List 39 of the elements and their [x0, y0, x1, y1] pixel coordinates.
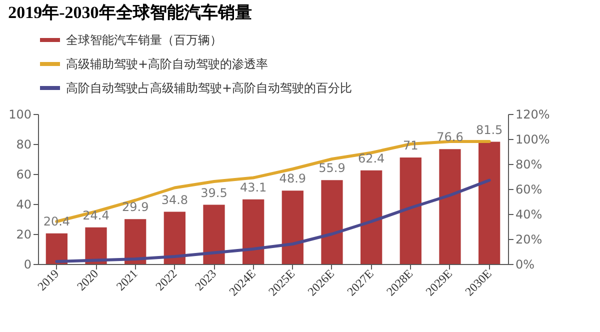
y-tick-label: 80 — [16, 138, 32, 152]
y-tick-label: 100 — [8, 108, 32, 122]
legend-label: 高级辅助驾驶+高阶自动驾驶的渗透率 — [66, 57, 268, 71]
y2-tick-label: 60% — [516, 182, 542, 196]
y2-tick-label: 80% — [516, 158, 542, 172]
bar — [124, 219, 146, 264]
y2-tick-label: 100% — [516, 132, 550, 146]
data-label: 43.1 — [240, 180, 267, 194]
bar — [85, 227, 107, 264]
y2-tick-label: 120% — [516, 108, 550, 122]
bar — [242, 199, 264, 264]
y2-tick-label: 20% — [516, 232, 542, 246]
data-label: 55.9 — [318, 161, 346, 176]
legend-label: 高阶自动驾驶占高级辅助驾驶+高阶自动驾驶的百分比 — [66, 81, 352, 95]
bar — [400, 158, 422, 264]
bar — [46, 233, 68, 264]
data-label: 24.4 — [82, 208, 110, 222]
bar — [439, 149, 461, 264]
y-tick-label: 0 — [24, 258, 32, 272]
bar — [321, 180, 343, 264]
bar — [478, 142, 500, 264]
data-label: 48.9 — [279, 172, 306, 186]
chart-title: 2019年-2030年全球智能汽车销量 — [8, 3, 252, 22]
data-label: 62.4 — [358, 151, 385, 166]
y2-tick-label: 40% — [516, 208, 542, 222]
bar — [164, 212, 186, 264]
y-tick-label: 60 — [16, 168, 32, 182]
data-label: 34.8 — [161, 192, 188, 207]
y2-tick-label: 0% — [516, 258, 535, 272]
bar — [203, 204, 225, 264]
y-tick-label: 40 — [16, 198, 32, 212]
data-label: 39.5 — [200, 186, 228, 200]
y-tick-label: 20 — [16, 228, 32, 242]
data-label: 81.5 — [476, 122, 503, 137]
legend-label: 全球智能汽车销量（百万辆） — [66, 33, 222, 47]
data-label: 20.4 — [43, 214, 70, 228]
data-label: 29.9 — [122, 200, 149, 214]
bar — [282, 190, 304, 264]
bar — [360, 170, 382, 264]
